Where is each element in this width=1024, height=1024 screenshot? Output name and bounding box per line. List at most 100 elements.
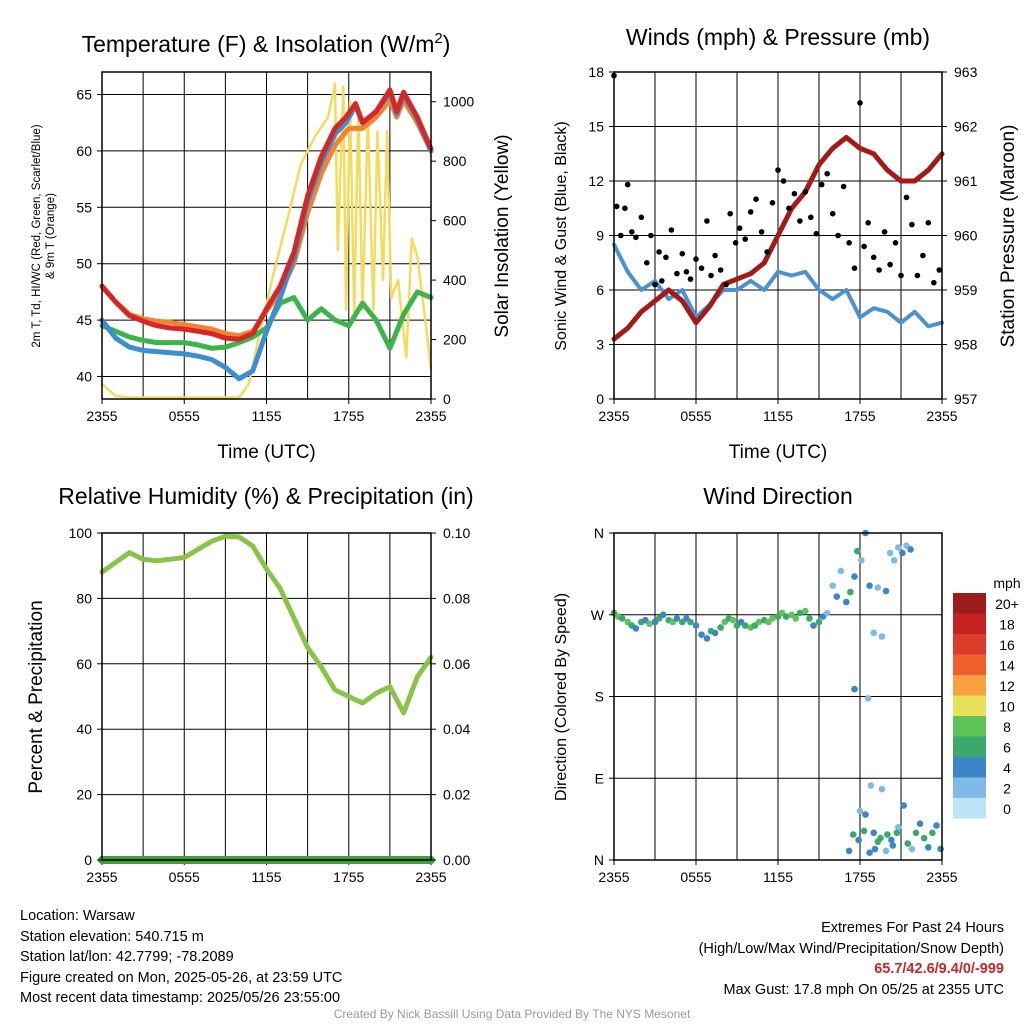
- gust-point: [769, 200, 776, 206]
- y-tick-label: 12: [588, 173, 604, 189]
- gust-point: [892, 240, 899, 246]
- chart-title: Temperature (F) & Insolation (W/m2): [82, 30, 451, 57]
- direction-point: [646, 620, 653, 628]
- y2-tick-label: 962: [954, 119, 978, 135]
- direction-point: [847, 588, 854, 596]
- direction-point: [823, 609, 831, 617]
- direction-point: [933, 822, 940, 829]
- extremes-title: Extremes For Past 24 Hours: [821, 920, 1004, 936]
- legend-label: 0: [1003, 801, 1011, 817]
- y-tick-label: 40: [76, 721, 92, 737]
- gust-point: [742, 236, 748, 242]
- y-tick-label: 45: [76, 312, 92, 328]
- gust-point: [708, 272, 714, 279]
- legend-label: 2: [1003, 781, 1011, 797]
- chart-panel-3: 2355 0555 1155 1755 23550204060801000.000.02…: [26, 483, 474, 885]
- y-tick-label: N: [594, 525, 604, 541]
- legend-label: 18: [999, 617, 1015, 633]
- x-tick-label: 2355: [926, 408, 957, 424]
- gust-point: [633, 234, 639, 241]
- plot-border: [101, 71, 432, 400]
- y2-axis-label: Solar Insolation (Yellow): [492, 134, 513, 337]
- figure-created-text: Figure created on Mon, 2025-05-26, at 23…: [20, 969, 343, 986]
- x-tick-label: 2355: [415, 869, 446, 885]
- gust-point: [936, 267, 943, 273]
- gust-point: [638, 214, 645, 221]
- direction-point: [796, 609, 804, 617]
- direction-point: [851, 685, 858, 693]
- direction-point: [893, 829, 901, 837]
- direction-point: [886, 549, 894, 557]
- direction-point: [925, 844, 932, 851]
- legend-label: 4: [1003, 760, 1011, 776]
- gust-point: [727, 210, 733, 217]
- gust-point: [835, 232, 841, 239]
- direction-point: [858, 557, 865, 564]
- direction-point: [866, 582, 873, 589]
- latlon-text: Station lat/lon: 42.7799; -78.2089: [20, 949, 234, 965]
- y-tick-label: 9: [596, 228, 604, 244]
- y2-tick-label: 958: [954, 337, 978, 353]
- legend-label: 20+: [995, 596, 1019, 612]
- x-tick-label: 0555: [169, 408, 200, 424]
- direction-point: [860, 827, 868, 835]
- x-tick-label: 2355: [415, 408, 446, 424]
- legend-swatch: [953, 593, 986, 614]
- y-tick-label: 100: [69, 525, 93, 541]
- direction-point: [908, 845, 916, 853]
- gust-point: [914, 272, 921, 279]
- direction-point: [864, 695, 872, 702]
- x-tick-label: 0555: [680, 408, 711, 424]
- gust-point: [876, 267, 882, 273]
- gust-point: [644, 260, 650, 266]
- y2-tick-label: 400: [443, 272, 467, 288]
- gust-point: [857, 100, 863, 106]
- direction-point: [769, 615, 776, 622]
- legend-label: 6: [1003, 740, 1011, 756]
- chart-title: Relative Humidity (%) & Precipitation (i…: [58, 483, 473, 509]
- legend-label: 10: [999, 699, 1015, 715]
- y-tick-label: S: [595, 689, 604, 705]
- gust-point: [712, 252, 718, 259]
- gust-point: [659, 278, 665, 284]
- x-tick-label: 1155: [251, 408, 281, 424]
- direction-point: [717, 624, 724, 631]
- gust-point: [780, 178, 787, 184]
- direction-point: [618, 615, 626, 622]
- y2-tick-label: 0.06: [443, 656, 470, 672]
- y2-tick-label: 0: [443, 391, 451, 407]
- direction-point: [882, 587, 890, 595]
- extremes-subtitle: (High/Low/Max Wind/Precipitation/Snow De…: [698, 940, 1004, 957]
- gust-point: [791, 190, 798, 197]
- direction-point: [845, 847, 853, 855]
- legend-swatch: [953, 695, 986, 716]
- y-tick-label: 60: [76, 143, 92, 159]
- gust-point: [865, 220, 871, 226]
- chart-panel-2: 2355 0555 1155 1755 235503691215189579589599…: [553, 24, 1019, 463]
- legend-swatch: [953, 777, 986, 798]
- gust-point: [870, 254, 877, 261]
- station-info: Location: Warsaw Station elevation: 540.…: [20, 906, 342, 1009]
- extremes-panel: Extremes For Past 24 Hours (High/Low/Max…: [699, 918, 1004, 1000]
- x-tick-label: 0555: [169, 869, 200, 885]
- gust-point: [732, 240, 739, 246]
- gust-point: [786, 205, 792, 212]
- direction-point: [916, 820, 924, 827]
- insolation-line: [100, 82, 433, 399]
- legend-label: 16: [999, 637, 1015, 653]
- legend-swatch: [953, 654, 986, 675]
- max-gust-text: Max Gust: 17.8 mph On 05/25 at 2355 UTC: [723, 981, 1004, 998]
- direction-point: [874, 584, 882, 591]
- direction-point: [659, 611, 667, 619]
- legend-label: 8: [1003, 719, 1011, 735]
- gust-point: [624, 181, 631, 188]
- gust-point: [861, 243, 867, 250]
- y-tick-label: W: [591, 607, 605, 623]
- x-tick-label: 1155: [763, 408, 793, 424]
- y-tick-label: 50: [76, 256, 92, 272]
- direction-point: [851, 573, 858, 580]
- direction-point: [687, 618, 694, 626]
- gust-point: [931, 279, 937, 286]
- relative-humidity-line: [99, 533, 434, 716]
- gust-point: [818, 181, 825, 188]
